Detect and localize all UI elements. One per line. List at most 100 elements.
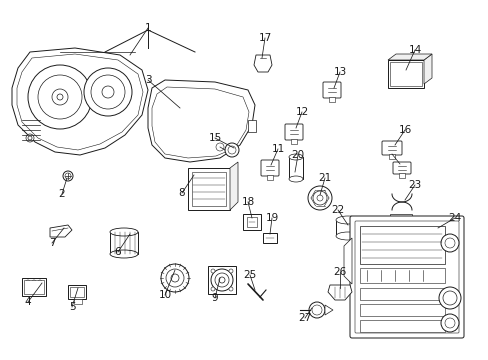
Text: 19: 19 xyxy=(265,213,278,223)
Circle shape xyxy=(63,171,73,181)
Bar xyxy=(207,266,236,294)
FancyBboxPatch shape xyxy=(381,141,401,155)
Text: 9: 9 xyxy=(211,293,218,303)
Text: 21: 21 xyxy=(318,173,331,183)
Text: 24: 24 xyxy=(447,213,461,223)
Circle shape xyxy=(227,146,236,154)
Circle shape xyxy=(38,287,42,291)
Bar xyxy=(359,320,444,332)
PathPatch shape xyxy=(148,80,254,162)
Text: 27: 27 xyxy=(298,313,311,323)
Circle shape xyxy=(171,274,179,282)
Text: 6: 6 xyxy=(115,247,121,257)
Polygon shape xyxy=(387,54,431,60)
Circle shape xyxy=(442,291,456,305)
Circle shape xyxy=(228,269,232,273)
Circle shape xyxy=(32,287,36,291)
Polygon shape xyxy=(325,305,332,315)
Circle shape xyxy=(312,191,326,205)
Text: 25: 25 xyxy=(243,270,256,280)
Text: 7: 7 xyxy=(49,238,55,248)
Circle shape xyxy=(440,234,458,252)
Circle shape xyxy=(91,75,125,109)
Circle shape xyxy=(308,302,325,318)
Text: 1: 1 xyxy=(144,23,151,33)
Ellipse shape xyxy=(335,232,359,240)
Bar xyxy=(247,120,256,132)
Bar xyxy=(192,172,225,206)
Text: 18: 18 xyxy=(241,197,254,207)
Bar xyxy=(359,304,444,316)
Text: 13: 13 xyxy=(333,67,346,77)
Circle shape xyxy=(38,75,82,119)
Circle shape xyxy=(102,86,114,98)
Bar xyxy=(266,175,272,180)
Text: 11: 11 xyxy=(271,144,284,154)
Ellipse shape xyxy=(288,154,303,160)
Bar xyxy=(246,217,257,227)
Text: 16: 16 xyxy=(398,125,411,135)
Polygon shape xyxy=(423,54,431,84)
Circle shape xyxy=(210,269,215,273)
Circle shape xyxy=(440,314,458,332)
Circle shape xyxy=(307,186,331,210)
Bar xyxy=(22,278,46,296)
Circle shape xyxy=(444,318,454,328)
Circle shape xyxy=(38,280,42,284)
Text: 12: 12 xyxy=(295,107,308,117)
Polygon shape xyxy=(327,285,351,300)
Circle shape xyxy=(210,287,215,291)
PathPatch shape xyxy=(12,48,148,155)
Text: 23: 23 xyxy=(407,180,421,190)
Circle shape xyxy=(438,287,460,309)
Bar xyxy=(398,173,404,178)
Bar xyxy=(328,97,334,102)
Circle shape xyxy=(32,280,36,284)
Circle shape xyxy=(161,264,189,292)
Circle shape xyxy=(224,143,239,157)
Bar xyxy=(359,226,444,264)
Ellipse shape xyxy=(110,250,138,258)
Circle shape xyxy=(65,173,71,179)
Polygon shape xyxy=(229,162,238,210)
Bar xyxy=(389,214,411,224)
Polygon shape xyxy=(253,55,271,72)
Text: 20: 20 xyxy=(291,150,304,160)
Ellipse shape xyxy=(335,216,359,224)
Bar xyxy=(110,232,138,254)
Circle shape xyxy=(165,269,183,287)
Polygon shape xyxy=(343,238,351,284)
Bar xyxy=(389,62,421,86)
Circle shape xyxy=(215,273,228,287)
Circle shape xyxy=(444,238,454,248)
FancyBboxPatch shape xyxy=(261,160,279,176)
Circle shape xyxy=(210,269,232,291)
Bar xyxy=(359,288,444,300)
Bar xyxy=(263,233,276,243)
Text: 22: 22 xyxy=(331,205,344,215)
Circle shape xyxy=(26,134,34,142)
Text: 3: 3 xyxy=(144,75,151,85)
Circle shape xyxy=(311,305,321,315)
Text: 5: 5 xyxy=(68,302,75,312)
Circle shape xyxy=(316,195,323,201)
Bar xyxy=(243,214,261,230)
Bar xyxy=(68,285,86,299)
Circle shape xyxy=(57,94,63,100)
FancyBboxPatch shape xyxy=(285,124,303,140)
Circle shape xyxy=(84,68,132,116)
FancyBboxPatch shape xyxy=(392,162,410,174)
Bar xyxy=(70,287,84,297)
Ellipse shape xyxy=(288,176,303,182)
Circle shape xyxy=(26,287,30,291)
Text: 14: 14 xyxy=(407,45,421,55)
FancyBboxPatch shape xyxy=(349,216,463,338)
Circle shape xyxy=(228,287,232,291)
Bar xyxy=(74,299,82,304)
FancyBboxPatch shape xyxy=(323,82,340,98)
Text: 15: 15 xyxy=(208,133,221,143)
Bar xyxy=(387,60,423,88)
Circle shape xyxy=(52,89,68,105)
Circle shape xyxy=(28,65,92,129)
Text: 8: 8 xyxy=(178,188,185,198)
